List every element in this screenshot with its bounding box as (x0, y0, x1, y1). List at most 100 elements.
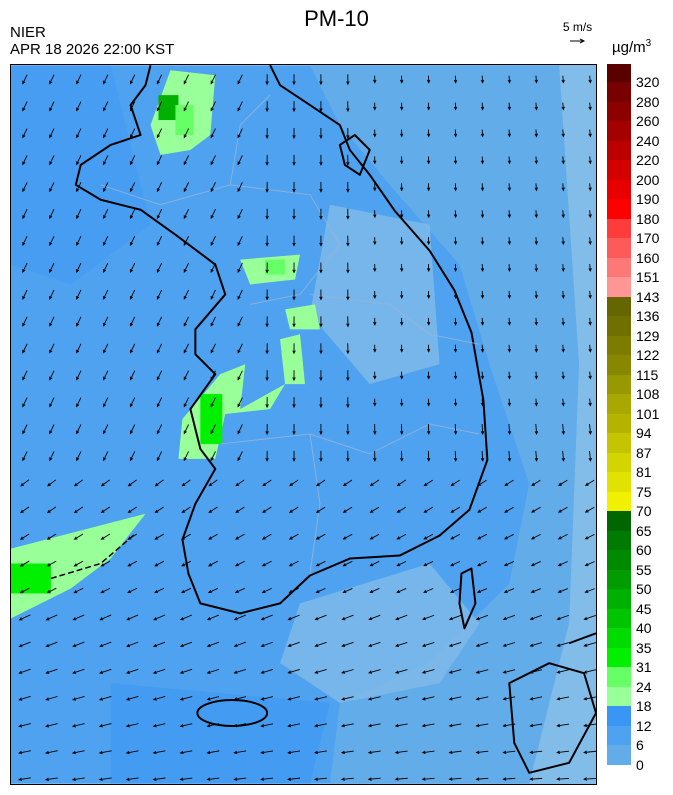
wind-arrow (288, 560, 299, 567)
wind-arrow (99, 614, 112, 621)
unit-base: µg/m (612, 39, 646, 56)
legend-label: 108 (636, 386, 660, 403)
legend-swatch (607, 725, 631, 746)
wind-arrow (45, 695, 58, 701)
wind-arrow (346, 128, 350, 140)
wind-arrow (181, 506, 191, 513)
wind-arrow (265, 128, 269, 140)
wind-arrow (319, 450, 323, 462)
unit-label: µg/m3 (612, 38, 651, 56)
wind-arrow (127, 533, 138, 540)
wind-arrow (396, 560, 407, 567)
wind-arrow (534, 423, 539, 435)
boundary-2 (309, 293, 480, 345)
wind-arrow (503, 533, 514, 540)
wind-arrow (73, 479, 84, 487)
concentration-zones (11, 65, 596, 784)
wind-arrow (76, 370, 82, 381)
legend-swatch (607, 277, 631, 298)
wind-arrow (237, 101, 243, 112)
legend-swatch (607, 686, 631, 707)
wind-arrow (426, 398, 431, 407)
wind-arrow (342, 506, 353, 513)
wind-arrow (100, 587, 111, 594)
wind-arrow (103, 343, 109, 354)
wind-arrow (373, 102, 377, 111)
wind-arrow (448, 723, 462, 728)
wind-arrow (103, 289, 109, 300)
wind-arrow (346, 370, 350, 382)
wind-arrow (73, 587, 84, 594)
wind-arrow (46, 533, 57, 540)
wind-arrow (22, 235, 28, 247)
wind-arrow (588, 317, 592, 326)
wind-arrow (346, 181, 350, 193)
wind-arrow (557, 506, 568, 513)
wind-arrow (531, 479, 541, 487)
wind-arrow (292, 154, 296, 166)
wind-arrow (265, 370, 269, 382)
wind-arrow (557, 588, 568, 593)
wind-arrow (373, 317, 377, 326)
wind-arrow (129, 451, 136, 462)
wind-arrows (18, 74, 596, 782)
wind-arrow (76, 128, 82, 139)
wind-arrow (450, 506, 461, 513)
wind-arrow (453, 317, 458, 326)
wind-arrow (450, 533, 461, 540)
wind-arrow (448, 696, 462, 701)
wind-arrow (421, 750, 435, 755)
wind-arrow (477, 506, 487, 513)
wind-arrow (448, 642, 462, 647)
wind-arrow (450, 560, 461, 567)
wind-arrow (346, 289, 350, 301)
wind-arrow (235, 533, 245, 540)
wind-arrow (507, 317, 512, 326)
wind-arrow (265, 289, 269, 301)
wind-arrow (529, 750, 543, 754)
legend-swatch (607, 491, 631, 512)
wind-arrow (265, 450, 269, 462)
wind-arrow (287, 641, 300, 648)
wind-arrow (319, 181, 323, 193)
wind-arrow (453, 102, 458, 111)
wind-arrow (19, 533, 30, 540)
wind-arrow (98, 750, 112, 755)
wind-arrow (292, 424, 296, 435)
wind-arrow (292, 181, 296, 193)
wind-arrow (156, 424, 163, 435)
wind-arrow (49, 316, 55, 327)
wind-arrow (129, 209, 136, 220)
wind-arrow (507, 183, 512, 192)
wind-arrow (73, 533, 84, 540)
wind-arrow (237, 128, 243, 139)
legend-label: 122 (636, 347, 660, 364)
chart-title: PM-10 (304, 6, 369, 31)
wind-arrow (561, 129, 565, 138)
wind-arrow (507, 102, 512, 111)
wind-arrow (45, 614, 58, 621)
wind-arrow (179, 641, 193, 648)
legend-label: 12 (636, 717, 652, 734)
wind-arrow (475, 750, 489, 754)
wind-arrow (426, 210, 431, 219)
wind-arrow (400, 450, 404, 462)
wind-arrow (502, 669, 516, 674)
wind-arrow (18, 614, 31, 621)
wind-arrow (423, 588, 434, 593)
wind-arrow (237, 397, 243, 408)
wind-arrow (530, 533, 541, 540)
wind-arrow (534, 75, 538, 84)
wind-arrow (129, 235, 136, 247)
wind-arrow (18, 695, 31, 701)
wind-arrow (557, 561, 568, 567)
legend-label: 87 (636, 444, 652, 461)
wind-arrow (103, 424, 109, 435)
wind-arrow (288, 587, 299, 594)
wind-arrow (129, 262, 136, 273)
wind-arrow (237, 370, 243, 381)
legend-swatch (607, 199, 631, 220)
wind-arrow (584, 561, 595, 567)
wind-arrow (156, 74, 163, 85)
wind-arrow (208, 533, 218, 540)
